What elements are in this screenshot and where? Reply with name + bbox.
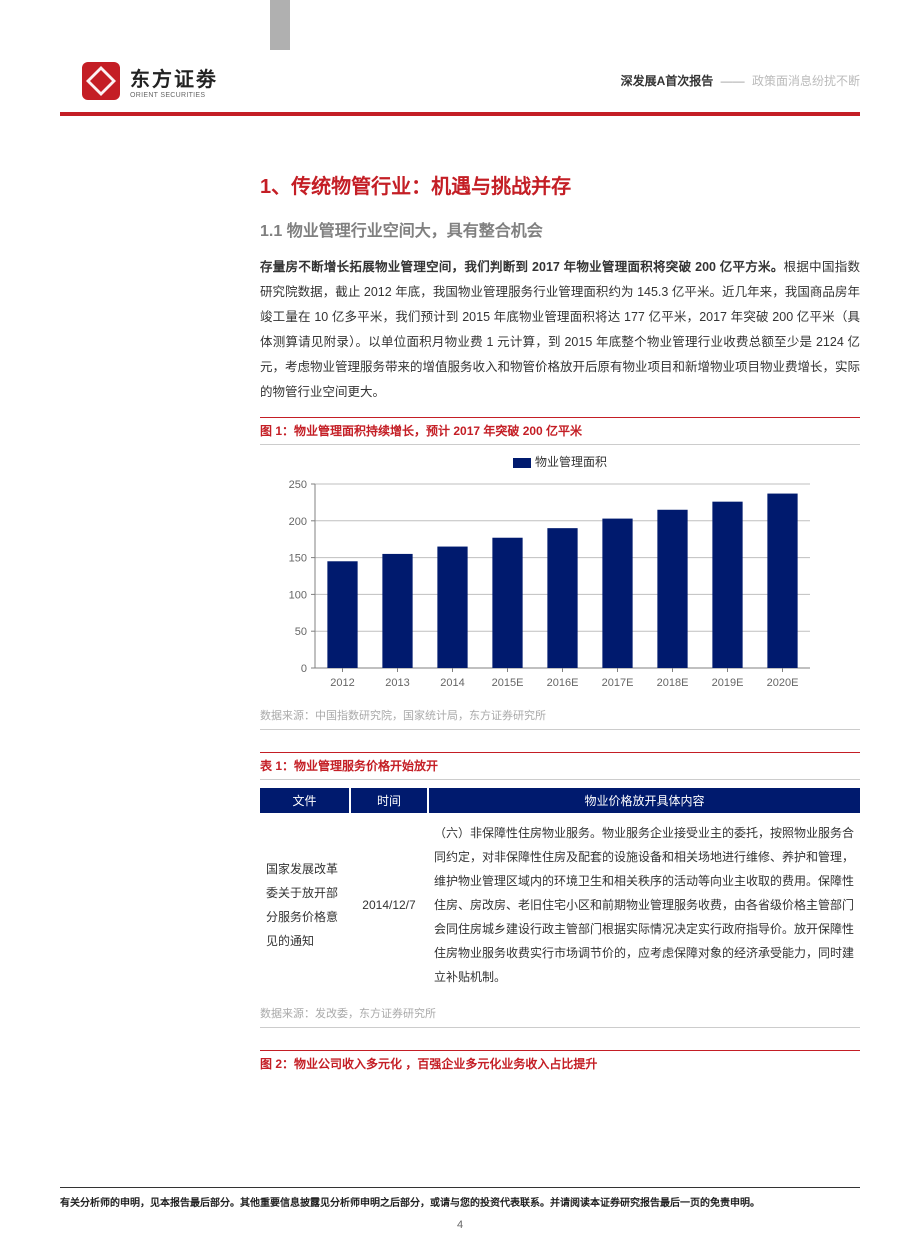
header-separator: —— — [721, 74, 745, 88]
figure-2-title: 图 2：物业公司收入多元化 ，百强企业多元化业务收入占比提升 — [260, 1057, 597, 1071]
logo-text-cn: 东方证劵 — [130, 63, 218, 92]
legend-label: 物业管理面积 — [535, 455, 607, 469]
svg-text:2012: 2012 — [330, 677, 354, 689]
table-1: 文件 时间 物业价格放开具体内容 国家发展改革委关于放开部分服务价格意见的通知 … — [260, 788, 860, 997]
para-lead-bold: 存量房不断增长拓展物业管理空间，我们判断到 2017 年物业管理面积将突破 20… — [260, 260, 784, 274]
svg-text:2017E: 2017E — [602, 677, 634, 689]
logo-icon — [80, 60, 122, 102]
svg-text:2015E: 2015E — [492, 677, 524, 689]
cell-doc: 国家发展改革委关于放开部分服务价格意见的通知 — [260, 813, 350, 997]
svg-text:2013: 2013 — [385, 677, 409, 689]
table-1-source: 数据来源：发改委，东方证券研究所 — [260, 1005, 860, 1028]
chart-legend: 物业管理面积 — [260, 453, 860, 470]
report-name: 深发展A首次报告 — [621, 74, 714, 88]
bar-chart-svg: 0 50 100 150 200 250 2012 2013 2014 2015E 2016E 201… — [260, 476, 820, 696]
main-content: 1、传统物管行业：机遇与挑战并存 1.1 物业管理行业空间大，具有整合机会 存量… — [260, 170, 860, 1085]
page-footer: 有关分析师的申明，见本报告最后部分。其他重要信息披露见分析师申明之后部分，或请与… — [60, 1187, 860, 1209]
svg-text:0: 0 — [301, 663, 307, 675]
table-col-doc: 文件 — [260, 788, 350, 813]
svg-text:2016E: 2016E — [547, 677, 579, 689]
section-heading-1-1: 1.1 物业管理行业空间大，具有整合机会 — [260, 217, 860, 241]
page-header: 东方证劵 ORIENT SECURITIES 深发展A首次报告 —— 政策面消息… — [80, 60, 860, 102]
svg-text:2019E: 2019E — [712, 677, 744, 689]
header-report-title: 深发展A首次报告 —— 政策面消息纷扰不断 — [621, 72, 860, 89]
table-1-title-row: 表 1：物业管理服务价格开始放开 — [260, 752, 860, 780]
table-col-content: 物业价格放开具体内容 — [428, 788, 860, 813]
section-heading-1: 1、传统物管行业：机遇与挑战并存 — [260, 170, 860, 199]
svg-text:150: 150 — [289, 553, 307, 565]
svg-text:2020E: 2020E — [767, 677, 799, 689]
policy-table: 文件 时间 物业价格放开具体内容 国家发展改革委关于放开部分服务价格意见的通知 … — [260, 788, 860, 997]
figure-1-source: 数据来源：中国指数研究院，国家统计局，东方证券研究所 — [260, 707, 860, 730]
page-number: 4 — [0, 1219, 920, 1231]
figure-2-title-row: 图 2：物业公司收入多元化 ，百强企业多元化业务收入占比提升 — [260, 1050, 860, 1077]
table-1-title: 表 1：物业管理服务价格开始放开 — [260, 759, 438, 773]
legend-swatch — [513, 458, 531, 468]
svg-text:200: 200 — [289, 516, 307, 528]
footer-disclaimer: 有关分析师的申明，见本报告最后部分。其他重要信息披露见分析师申明之后部分，或请与… — [60, 1194, 860, 1209]
logo-text-en: ORIENT SECURITIES — [130, 92, 218, 99]
cell-content: （六）非保障性住房物业服务。物业服务企业接受业主的委托，按照物业服务合同约定，对… — [428, 813, 860, 997]
table-row: 国家发展改革委关于放开部分服务价格意见的通知 2014/12/7 （六）非保障性… — [260, 813, 860, 997]
svg-text:100: 100 — [289, 589, 307, 601]
svg-text:2014: 2014 — [440, 677, 464, 689]
body-paragraph: 存量房不断增长拓展物业管理空间，我们判断到 2017 年物业管理面积将突破 20… — [260, 255, 860, 405]
cell-date: 2014/12/7 — [350, 813, 428, 997]
report-subtitle: 政策面消息纷扰不断 — [752, 74, 860, 88]
top-stripe-decoration — [270, 0, 290, 50]
figure-1-chart: 物业管理面积 0 50 100 150 200 250 2012 2013 2014 2015E 2… — [260, 453, 860, 701]
svg-text:250: 250 — [289, 479, 307, 491]
figure-1-title-row: 图 1：物业管理面积持续增长，预计 2017 年突破 200 亿平米 — [260, 417, 860, 445]
svg-text:50: 50 — [295, 626, 307, 638]
company-logo: 东方证劵 ORIENT SECURITIES — [80, 60, 218, 102]
header-red-rule — [60, 112, 860, 116]
figure-1-title: 图 1：物业管理面积持续增长，预计 2017 年突破 200 亿平米 — [260, 424, 582, 438]
table-col-date: 时间 — [350, 788, 428, 813]
para-rest: 根据中国指数研究院数据，截止 2012 年底，我国物业管理服务行业管理面积约为 … — [260, 260, 860, 399]
svg-text:2018E: 2018E — [657, 677, 689, 689]
